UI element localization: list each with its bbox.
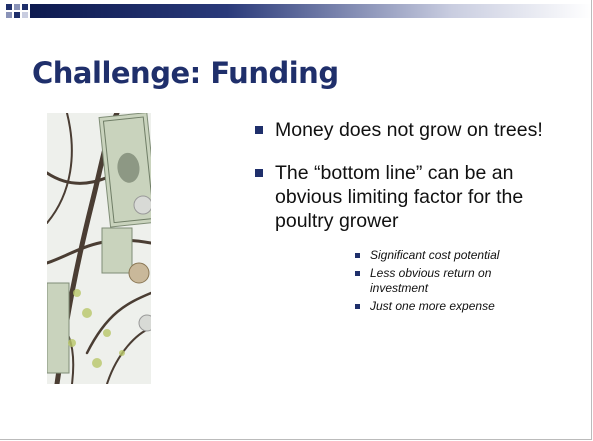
sub-bullet: Just one more expense (355, 299, 530, 314)
top-bar (30, 4, 592, 18)
decor-square (22, 4, 28, 10)
decor-square (14, 12, 20, 18)
bullet: The “bottom line” can be an obvious limi… (255, 161, 560, 314)
bullet-text: The “bottom line” can be an obvious limi… (275, 162, 523, 232)
decor-square (6, 12, 12, 18)
bullet-list: Money does not grow on trees! The “botto… (255, 118, 560, 333)
decor-square (22, 12, 28, 18)
decor-square (14, 4, 20, 10)
decor-square (6, 4, 12, 10)
page: Challenge: Funding Money does not grow o… (0, 0, 593, 441)
sub-bullet: Significant cost potential (355, 248, 530, 263)
bullet: Money does not grow on trees! (255, 118, 560, 142)
money-tree-photo (47, 113, 151, 384)
sub-bullet-list: Significant cost potential Less obvious … (355, 248, 530, 314)
slide: Challenge: Funding Money does not grow o… (0, 0, 592, 440)
sub-bullet: Less obvious return on investment (355, 266, 530, 296)
slide-title: Challenge: Funding (32, 56, 339, 90)
